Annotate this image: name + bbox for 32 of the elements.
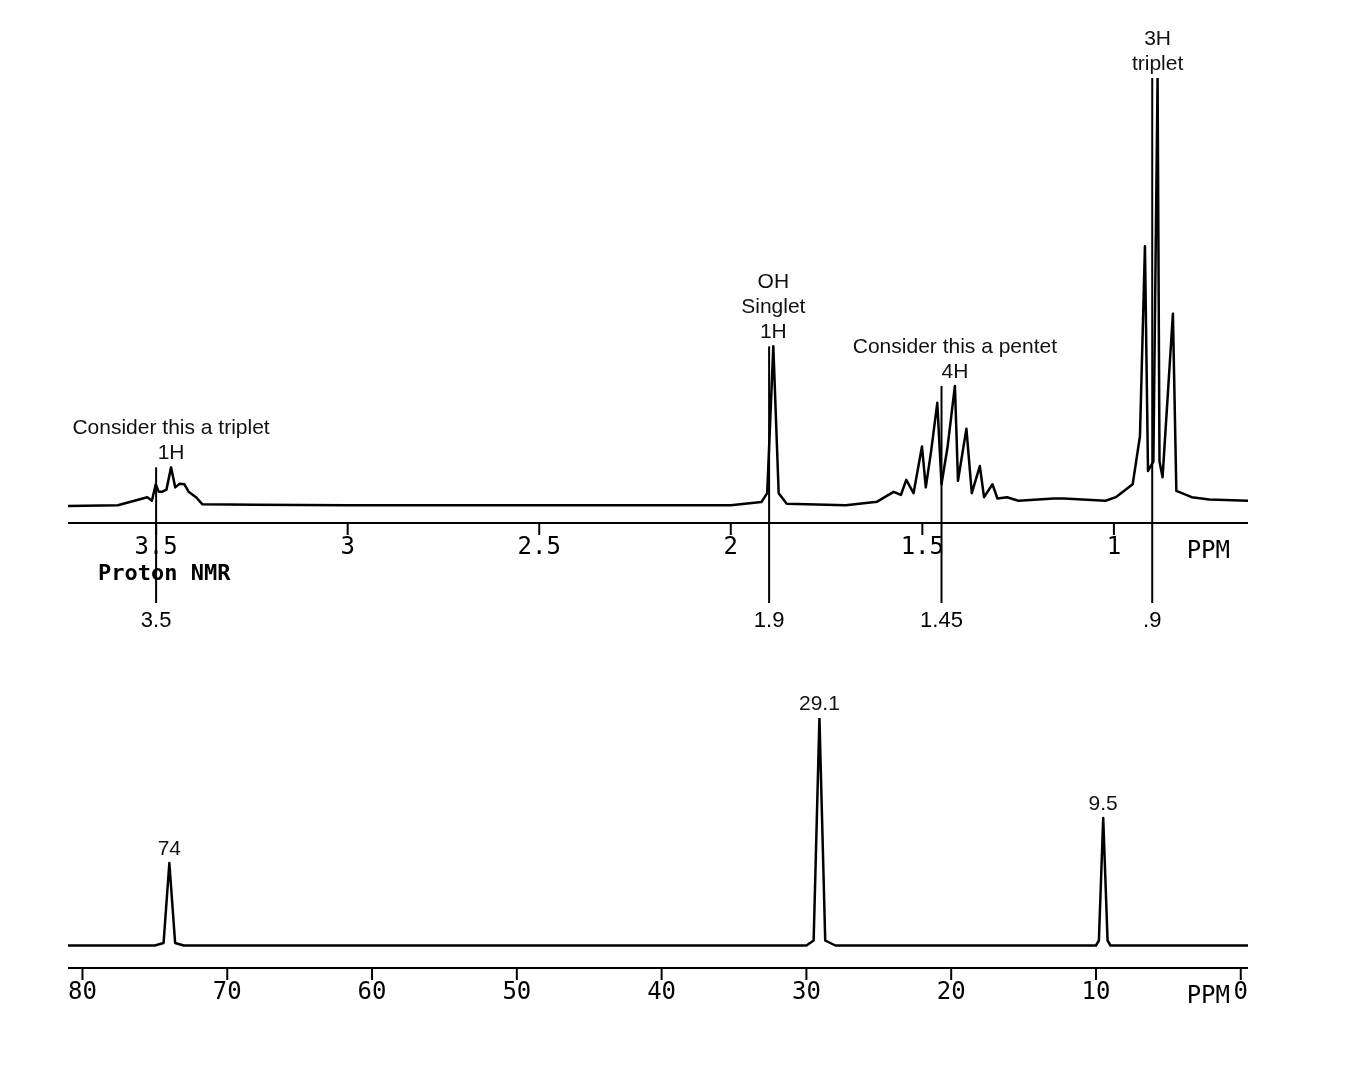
x-tick-label: 2 (723, 532, 739, 561)
x-tick-label: 70 (212, 977, 242, 1006)
x-axis-title: PPM (1186, 536, 1230, 565)
annotation: OH (757, 269, 790, 293)
x-tick-label: 2.5 (517, 532, 561, 561)
ref-line-label: 1.45 (920, 607, 963, 632)
x-tick-label: 40 (647, 977, 677, 1006)
x-tick-label: 0 (1233, 977, 1248, 1006)
x-tick-label: 60 (357, 977, 387, 1006)
x-tick-label: 1.5 (900, 532, 945, 561)
x-tick-label: 50 (502, 977, 532, 1006)
ref-line-label: 1.9 (753, 607, 785, 632)
annotation: Consider this a pentet (852, 333, 1058, 357)
ref-line-label: 3.5 (140, 607, 172, 632)
x-tick-label: 20 (936, 977, 966, 1006)
x-tick-label: 3 (340, 532, 355, 561)
annotation: 29.1 (799, 691, 840, 714)
x-tick-label: 80 (68, 977, 97, 1006)
annotation: triplet (1131, 51, 1184, 74)
annotation: 9.5 (1088, 791, 1118, 814)
x-tick-label: 30 (791, 977, 821, 1006)
ref-line-label: .9 (1143, 607, 1162, 632)
annotation: 1H (759, 319, 787, 343)
x-axis-title: PPM (1186, 981, 1230, 1010)
x-tick-label: 1 (1106, 532, 1122, 561)
x-tick-label: 10 (1081, 977, 1111, 1006)
annotation: Consider this a triplet (72, 415, 270, 439)
annotation: 3H (1144, 26, 1172, 49)
annotation: 74 (157, 836, 182, 859)
annotation: 4H (941, 358, 969, 382)
annotation: 1H (157, 440, 185, 464)
annotation: Singlet (741, 294, 806, 318)
